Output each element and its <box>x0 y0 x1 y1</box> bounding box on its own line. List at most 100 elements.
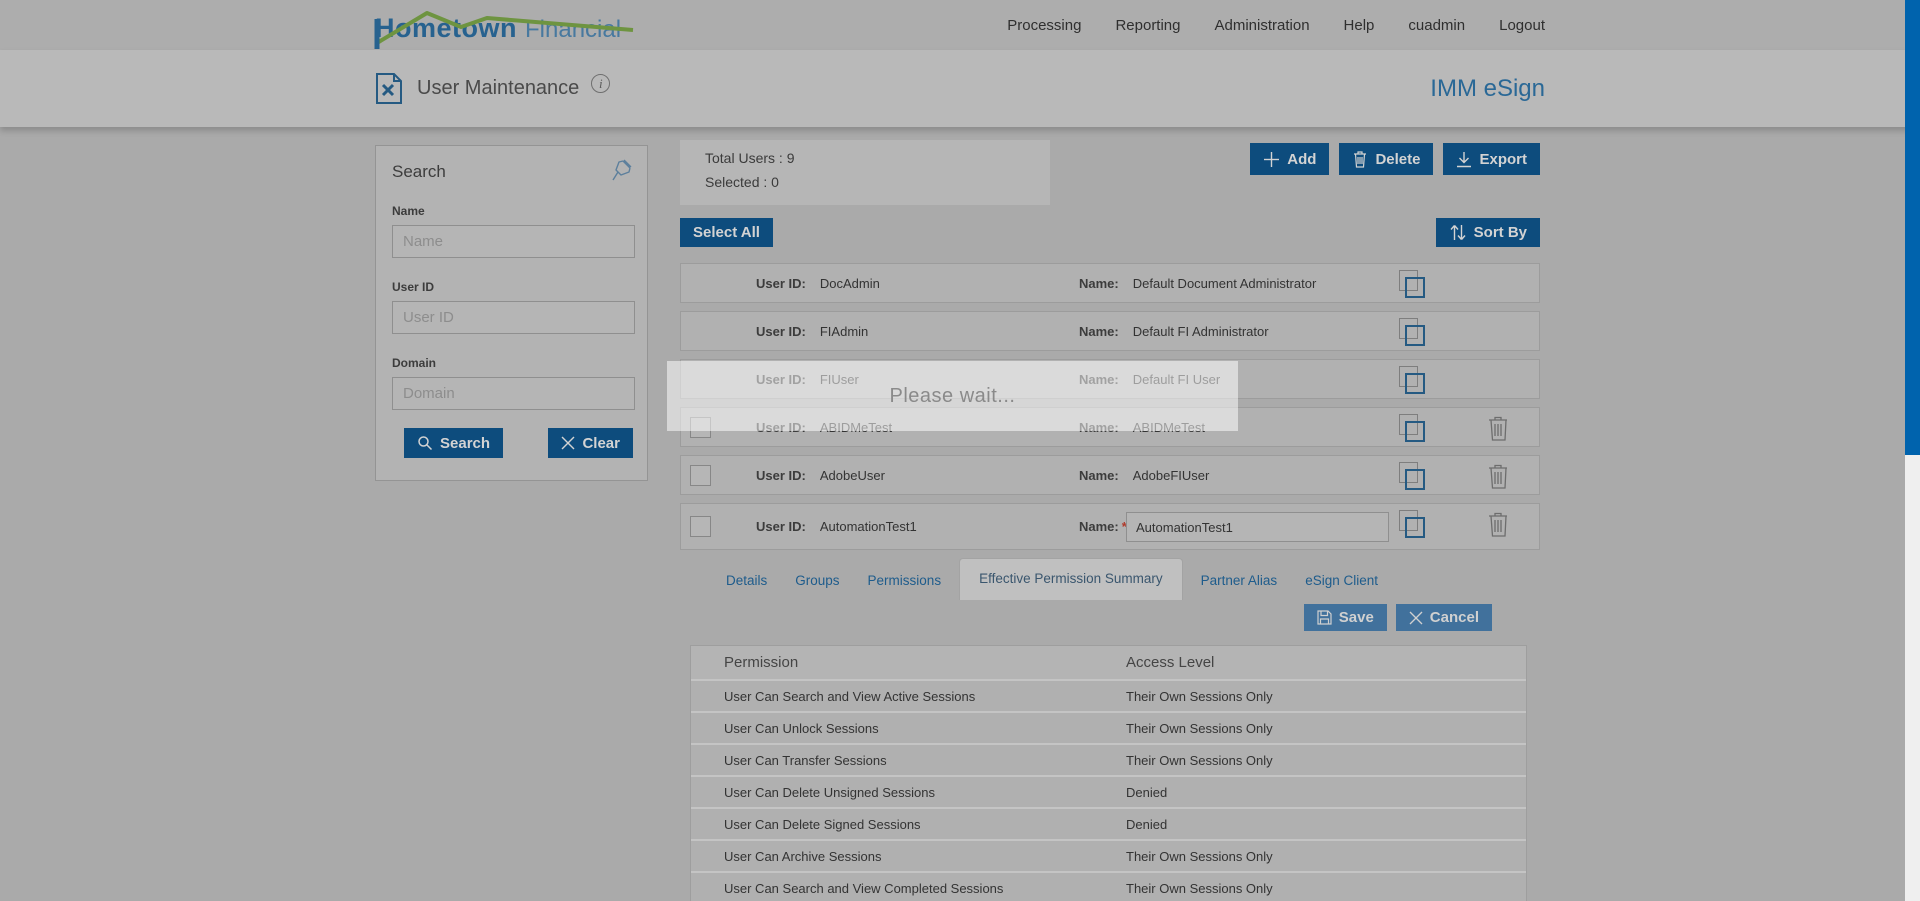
select-all-label: Select All <box>693 224 760 241</box>
user-row-fiadmin[interactable]: User ID: FIAdmin Name: Default FI Admini… <box>680 311 1540 351</box>
delete-user-icon[interactable] <box>1487 511 1509 542</box>
tab-details[interactable]: Details <box>726 573 768 588</box>
permission-name: User Can Delete Unsigned Sessions <box>724 784 935 800</box>
tab-esign-client[interactable]: eSign Client <box>1305 573 1378 588</box>
export-button[interactable]: Export <box>1443 143 1540 175</box>
nav-reporting[interactable]: Reporting <box>1115 16 1181 34</box>
tab-partner-alias[interactable]: Partner Alias <box>1200 573 1278 588</box>
clear-button-label: Clear <box>582 434 620 452</box>
nav-processing[interactable]: Processing <box>1007 16 1082 34</box>
search-panel: Search Name User ID Domain Searc <box>375 145 648 481</box>
page-scrollbar[interactable] <box>1905 0 1920 901</box>
info-icon[interactable]: i <box>591 74 611 93</box>
delete-user-icon[interactable] <box>1487 463 1509 494</box>
cancel-x-icon <box>1409 611 1423 624</box>
user-detail-tabs: Details Groups Permissions Effective Per… <box>680 558 1540 600</box>
userid-value: AutomationTest1 <box>819 519 917 534</box>
userid-label: User ID: <box>756 323 806 339</box>
name-field-label: Name <box>392 204 425 218</box>
domain-field-label: Domain <box>392 356 437 370</box>
save-floppy-icon <box>1317 610 1332 625</box>
userid-value: DocAdmin <box>819 275 880 291</box>
access-level-value: Their Own Sessions Only <box>1126 688 1273 704</box>
permission-row: User Can Unlock Sessions Their Own Sessi… <box>691 711 1526 743</box>
selected-count-text: Selected : 0 <box>705 174 779 190</box>
hometown-financial-logo: Hometown Financial <box>374 7 634 49</box>
search-button-label: Search <box>440 434 491 452</box>
total-users-text: Total Users : 9 <box>705 150 795 166</box>
save-button[interactable]: Save <box>1303 604 1387 631</box>
page-title: User Maintenance <box>417 77 580 99</box>
access-level-value: Their Own Sessions Only <box>1126 848 1273 864</box>
sort-by-label: Sort By <box>1473 224 1527 241</box>
permission-row: User Can Delete Signed Sessions Denied <box>691 807 1526 839</box>
name-value: Default FI Administrator <box>1132 323 1269 339</box>
nav-cuadmin[interactable]: cuadmin <box>1408 16 1466 34</box>
trash-icon <box>1354 151 1367 168</box>
user-name-input[interactable] <box>1126 512 1389 542</box>
tab-effective-permission-summary[interactable]: Effective Permission Summary <box>959 558 1183 600</box>
access-level-value: Their Own Sessions Only <box>1126 752 1273 768</box>
app-title: IMM eSign <box>1430 74 1545 102</box>
top-navigation: Processing Reporting Administration Help… <box>1007 17 1545 34</box>
user-maintenance-doc-icon <box>376 73 402 104</box>
name-label: Name: <box>1079 519 1119 534</box>
userid-label: User ID: <box>756 467 806 483</box>
please-wait-overlay: Please wait... <box>667 361 1238 431</box>
scrollbar-thumb[interactable] <box>1905 0 1920 455</box>
required-asterisk: * <box>1121 519 1127 534</box>
user-row-automationtest1[interactable]: User ID: AutomationTest1 Name: * <box>680 503 1540 550</box>
userid-search-input[interactable] <box>392 301 635 334</box>
permission-row: User Can Search and View Active Sessions… <box>691 679 1526 711</box>
sort-arrows-icon <box>1450 225 1466 240</box>
cancel-button[interactable]: Cancel <box>1395 604 1492 631</box>
user-row-adobeuser[interactable]: User ID: AdobeUser Name: AdobeFIUser <box>680 455 1540 495</box>
access-level-value: Their Own Sessions Only <box>1126 720 1273 736</box>
save-button-label: Save <box>1338 609 1374 626</box>
please-wait-text: Please wait... <box>889 384 1016 407</box>
add-button-label: Add <box>1287 150 1317 168</box>
export-button-label: Export <box>1479 150 1527 168</box>
search-button[interactable]: Search <box>404 428 504 458</box>
name-value: AdobeFIUser <box>1132 467 1210 483</box>
add-button[interactable]: Add <box>1250 143 1330 175</box>
permission-table-header: Permission Access Level <box>691 646 1526 679</box>
permission-row: User Can Search and View Completed Sessi… <box>691 871 1526 901</box>
delete-user-icon[interactable] <box>1487 415 1509 446</box>
name-value: Default Document Administrator <box>1132 275 1317 291</box>
domain-search-input[interactable] <box>392 377 635 410</box>
permission-table: Permission Access Level User Can Search … <box>690 645 1527 901</box>
userid-value: FIAdmin <box>819 323 869 339</box>
permission-name: User Can Archive Sessions <box>724 848 882 864</box>
access-level-value: Denied <box>1126 784 1168 800</box>
logo-roof-icon <box>374 10 634 49</box>
tab-groups[interactable]: Groups <box>795 573 840 588</box>
userid-value: AdobeUser <box>819 467 885 483</box>
permission-name: User Can Unlock Sessions <box>724 720 879 736</box>
nav-logout[interactable]: Logout <box>1499 16 1545 34</box>
top-bar: Hometown Financial Processing Reporting … <box>0 0 1920 50</box>
row-checkbox[interactable] <box>690 516 711 537</box>
nav-administration[interactable]: Administration <box>1214 16 1310 34</box>
userid-label: User ID: <box>756 275 806 291</box>
pin-icon[interactable] <box>611 158 633 182</box>
nav-help[interactable]: Help <box>1343 16 1375 34</box>
tab-permissions[interactable]: Permissions <box>867 573 942 588</box>
access-level-value: Denied <box>1126 816 1168 832</box>
name-search-input[interactable] <box>392 225 635 258</box>
sort-by-button[interactable]: Sort By <box>1435 218 1540 247</box>
select-all-button[interactable]: Select All <box>680 218 773 247</box>
userid-field-label: User ID <box>392 280 435 294</box>
permission-name: User Can Search and View Active Sessions <box>724 688 976 704</box>
permission-name: User Can Transfer Sessions <box>724 752 887 768</box>
summary-box: Total Users : 9 Selected : 0 <box>680 140 1050 205</box>
clear-button[interactable]: Clear <box>548 428 633 458</box>
permission-name: User Can Search and View Completed Sessi… <box>724 880 1004 896</box>
row-checkbox[interactable] <box>690 464 711 486</box>
cancel-button-label: Cancel <box>1429 609 1479 626</box>
permission-row: User Can Transfer Sessions Their Own Ses… <box>691 743 1526 775</box>
delete-button[interactable]: Delete <box>1339 143 1434 175</box>
page-header: User Maintenance i IMM eSign <box>0 50 1920 127</box>
user-row-docadmin[interactable]: User ID: DocAdmin Name: Default Document… <box>680 263 1540 303</box>
userid-label: User ID: <box>756 519 806 534</box>
